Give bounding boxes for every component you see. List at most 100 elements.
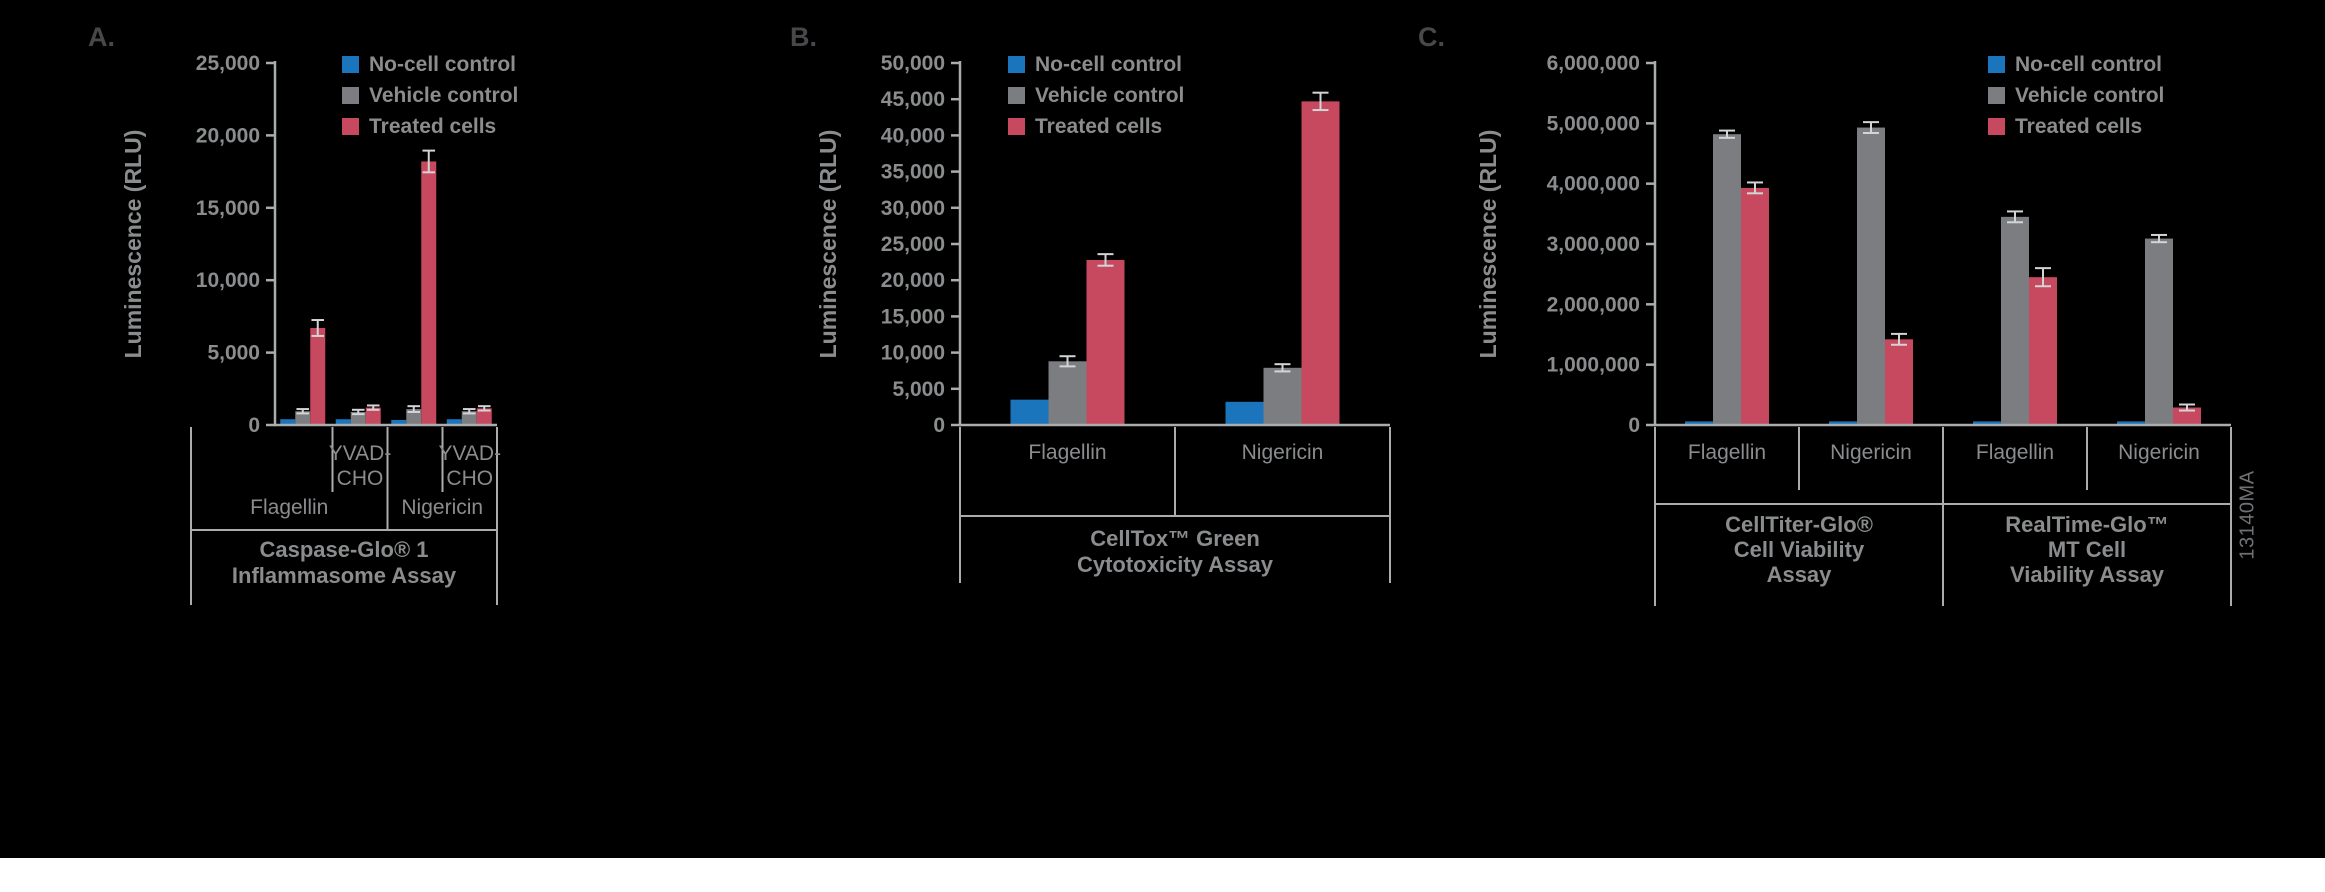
bar-C-g3-treated <box>2029 277 2057 425</box>
legend-swatch-B-3 <box>1008 118 1025 135</box>
legend-swatch-A-3 <box>342 118 359 135</box>
bar-A-g3-treated <box>421 161 437 426</box>
assay-title-B: CellTox™ Green <box>1090 526 1260 551</box>
legend-swatch-A-2 <box>342 87 359 104</box>
y-axis-title-C: Luminescence (RLU) <box>1475 130 1501 359</box>
y-tick-label-A: 0 <box>248 414 260 437</box>
category-label: Flagellin <box>1028 441 1106 464</box>
y-tick-label-C: 4,000,000 <box>1547 173 1640 196</box>
y-axis-title-B: Luminescence (RLU) <box>815 130 841 359</box>
bar-B-g1-nocell <box>1010 399 1049 425</box>
y-tick-label-B: 20,000 <box>881 269 945 292</box>
bar-C-g4-nocell <box>2117 421 2145 425</box>
bar-A-g3-vehicle <box>406 409 422 425</box>
y-tick-label-C: 0 <box>1628 414 1640 437</box>
category-label: Nigericin <box>1830 441 1912 464</box>
bar-A-g2-vehicle <box>350 411 366 425</box>
bar-B-g1-vehicle <box>1048 361 1087 425</box>
inhibitor-label: CHO <box>446 467 493 490</box>
legend-label-B-3: Treated cells <box>1035 115 1162 138</box>
bar-A-g3-nocell <box>391 419 407 425</box>
bar-A-g1-treated <box>310 327 326 425</box>
bar-A-g2-treated <box>365 407 381 425</box>
page-margin-bottom <box>0 858 2325 892</box>
assay-title-C-2: Viability Assay <box>2010 562 2165 587</box>
bar-B-g2-vehicle <box>1263 367 1302 425</box>
bar-B-g2-treated <box>1301 101 1340 425</box>
y-tick-label-B: 0 <box>933 414 945 437</box>
y-tick-label-B: 45,000 <box>881 88 945 111</box>
y-tick-label-C: 5,000,000 <box>1547 112 1640 135</box>
legend-swatch-B-1 <box>1008 56 1025 73</box>
bar-C-g4-treated <box>2173 407 2201 425</box>
watermark: 13140MA <box>2236 470 2259 560</box>
y-tick-label-C: 2,000,000 <box>1547 293 1640 316</box>
bar-B-g2-nocell <box>1225 401 1264 425</box>
treatment-label: Nigericin <box>401 496 483 519</box>
legend-label-A-2: Vehicle control <box>369 84 518 107</box>
legend-swatch-C-2 <box>1988 87 2005 104</box>
y-tick-label-B: 5,000 <box>892 378 945 401</box>
legend-swatch-A-1 <box>342 56 359 73</box>
bar-A-g1-nocell <box>280 419 296 425</box>
y-tick-label-B: 15,000 <box>881 305 945 328</box>
assay-title-A: Inflammasome Assay <box>232 563 457 588</box>
legend-label-A-3: Treated cells <box>369 115 496 138</box>
legend-label-C-2: Vehicle control <box>2015 84 2164 107</box>
y-tick-label-A: 5,000 <box>207 342 260 365</box>
legend-label-A-1: No-cell control <box>369 53 516 76</box>
y-tick-label-C: 1,000,000 <box>1547 354 1640 377</box>
y-tick-label-B: 25,000 <box>881 233 945 256</box>
y-tick-label-B: 30,000 <box>881 197 945 220</box>
legend-label-B-1: No-cell control <box>1035 53 1182 76</box>
inhibitor-label: CHO <box>337 467 384 490</box>
bar-C-g3-vehicle <box>2001 216 2029 425</box>
bar-C-g3-nocell <box>1973 421 2001 425</box>
legend-swatch-C-1 <box>1988 56 2005 73</box>
category-label: Flagellin <box>1688 441 1766 464</box>
bar-B-g1-treated <box>1086 259 1125 425</box>
y-tick-label-A: 20,000 <box>196 124 260 147</box>
charts-svg: 0 5,000 10,000 15,000 20,000 25,000 A. Luminesc… <box>88 22 2232 606</box>
assay-title-A: Caspase-Glo® 1 <box>259 537 428 562</box>
y-tick-label-B: 50,000 <box>881 52 945 75</box>
panel-label-C: C. <box>1418 22 1445 52</box>
y-tick-label-B: 40,000 <box>881 124 945 147</box>
assay-title-C-1: Assay <box>1767 562 1833 587</box>
assay-title-C-2: RealTime-Glo™ <box>2005 512 2168 537</box>
bar-C-g2-nocell <box>1829 421 1857 425</box>
legend-label-C-1: No-cell control <box>2015 53 2162 76</box>
bar-C-g2-treated <box>1885 339 1913 425</box>
y-tick-label-B: 10,000 <box>881 342 945 365</box>
inhibitor-label: YVAD- <box>438 442 501 465</box>
bar-A-g4-nocell <box>446 419 462 425</box>
legend-label-C-3: Treated cells <box>2015 115 2142 138</box>
legend-swatch-C-3 <box>1988 118 2005 135</box>
assay-title-C-1: Cell Viability <box>1734 537 1865 562</box>
bar-A-g4-treated <box>476 408 492 425</box>
bar-A-g2-nocell <box>335 419 351 425</box>
y-tick-label-A: 10,000 <box>196 269 260 292</box>
bar-C-g2-vehicle <box>1857 127 1885 425</box>
assay-title-C-1: CellTiter-Glo® <box>1725 512 1873 537</box>
category-label: Nigericin <box>2118 441 2200 464</box>
bar-C-g1-treated <box>1741 187 1769 425</box>
category-label: Flagellin <box>1976 441 2054 464</box>
bar-C-g4-vehicle <box>2145 238 2173 425</box>
legend-label-B-2: Vehicle control <box>1035 84 1184 107</box>
treatment-label: Flagellin <box>250 496 328 519</box>
category-label: Nigericin <box>1242 441 1324 464</box>
panel-label-A: A. <box>88 22 115 52</box>
assay-title-B: Cytotoxicity Assay <box>1077 552 1274 577</box>
legend-swatch-B-2 <box>1008 87 1025 104</box>
y-tick-label-C: 3,000,000 <box>1547 233 1640 256</box>
panel-label-B: B. <box>790 22 817 52</box>
y-tick-label-C: 6,000,000 <box>1547 52 1640 75</box>
assay-title-C-2: MT Cell <box>2048 537 2126 562</box>
inhibitor-label: YVAD- <box>329 442 392 465</box>
y-tick-label-B: 35,000 <box>881 161 945 184</box>
bar-C-g1-nocell <box>1685 421 1713 425</box>
y-tick-label-A: 25,000 <box>196 52 260 75</box>
y-axis-title-A: Luminescence (RLU) <box>120 130 146 359</box>
